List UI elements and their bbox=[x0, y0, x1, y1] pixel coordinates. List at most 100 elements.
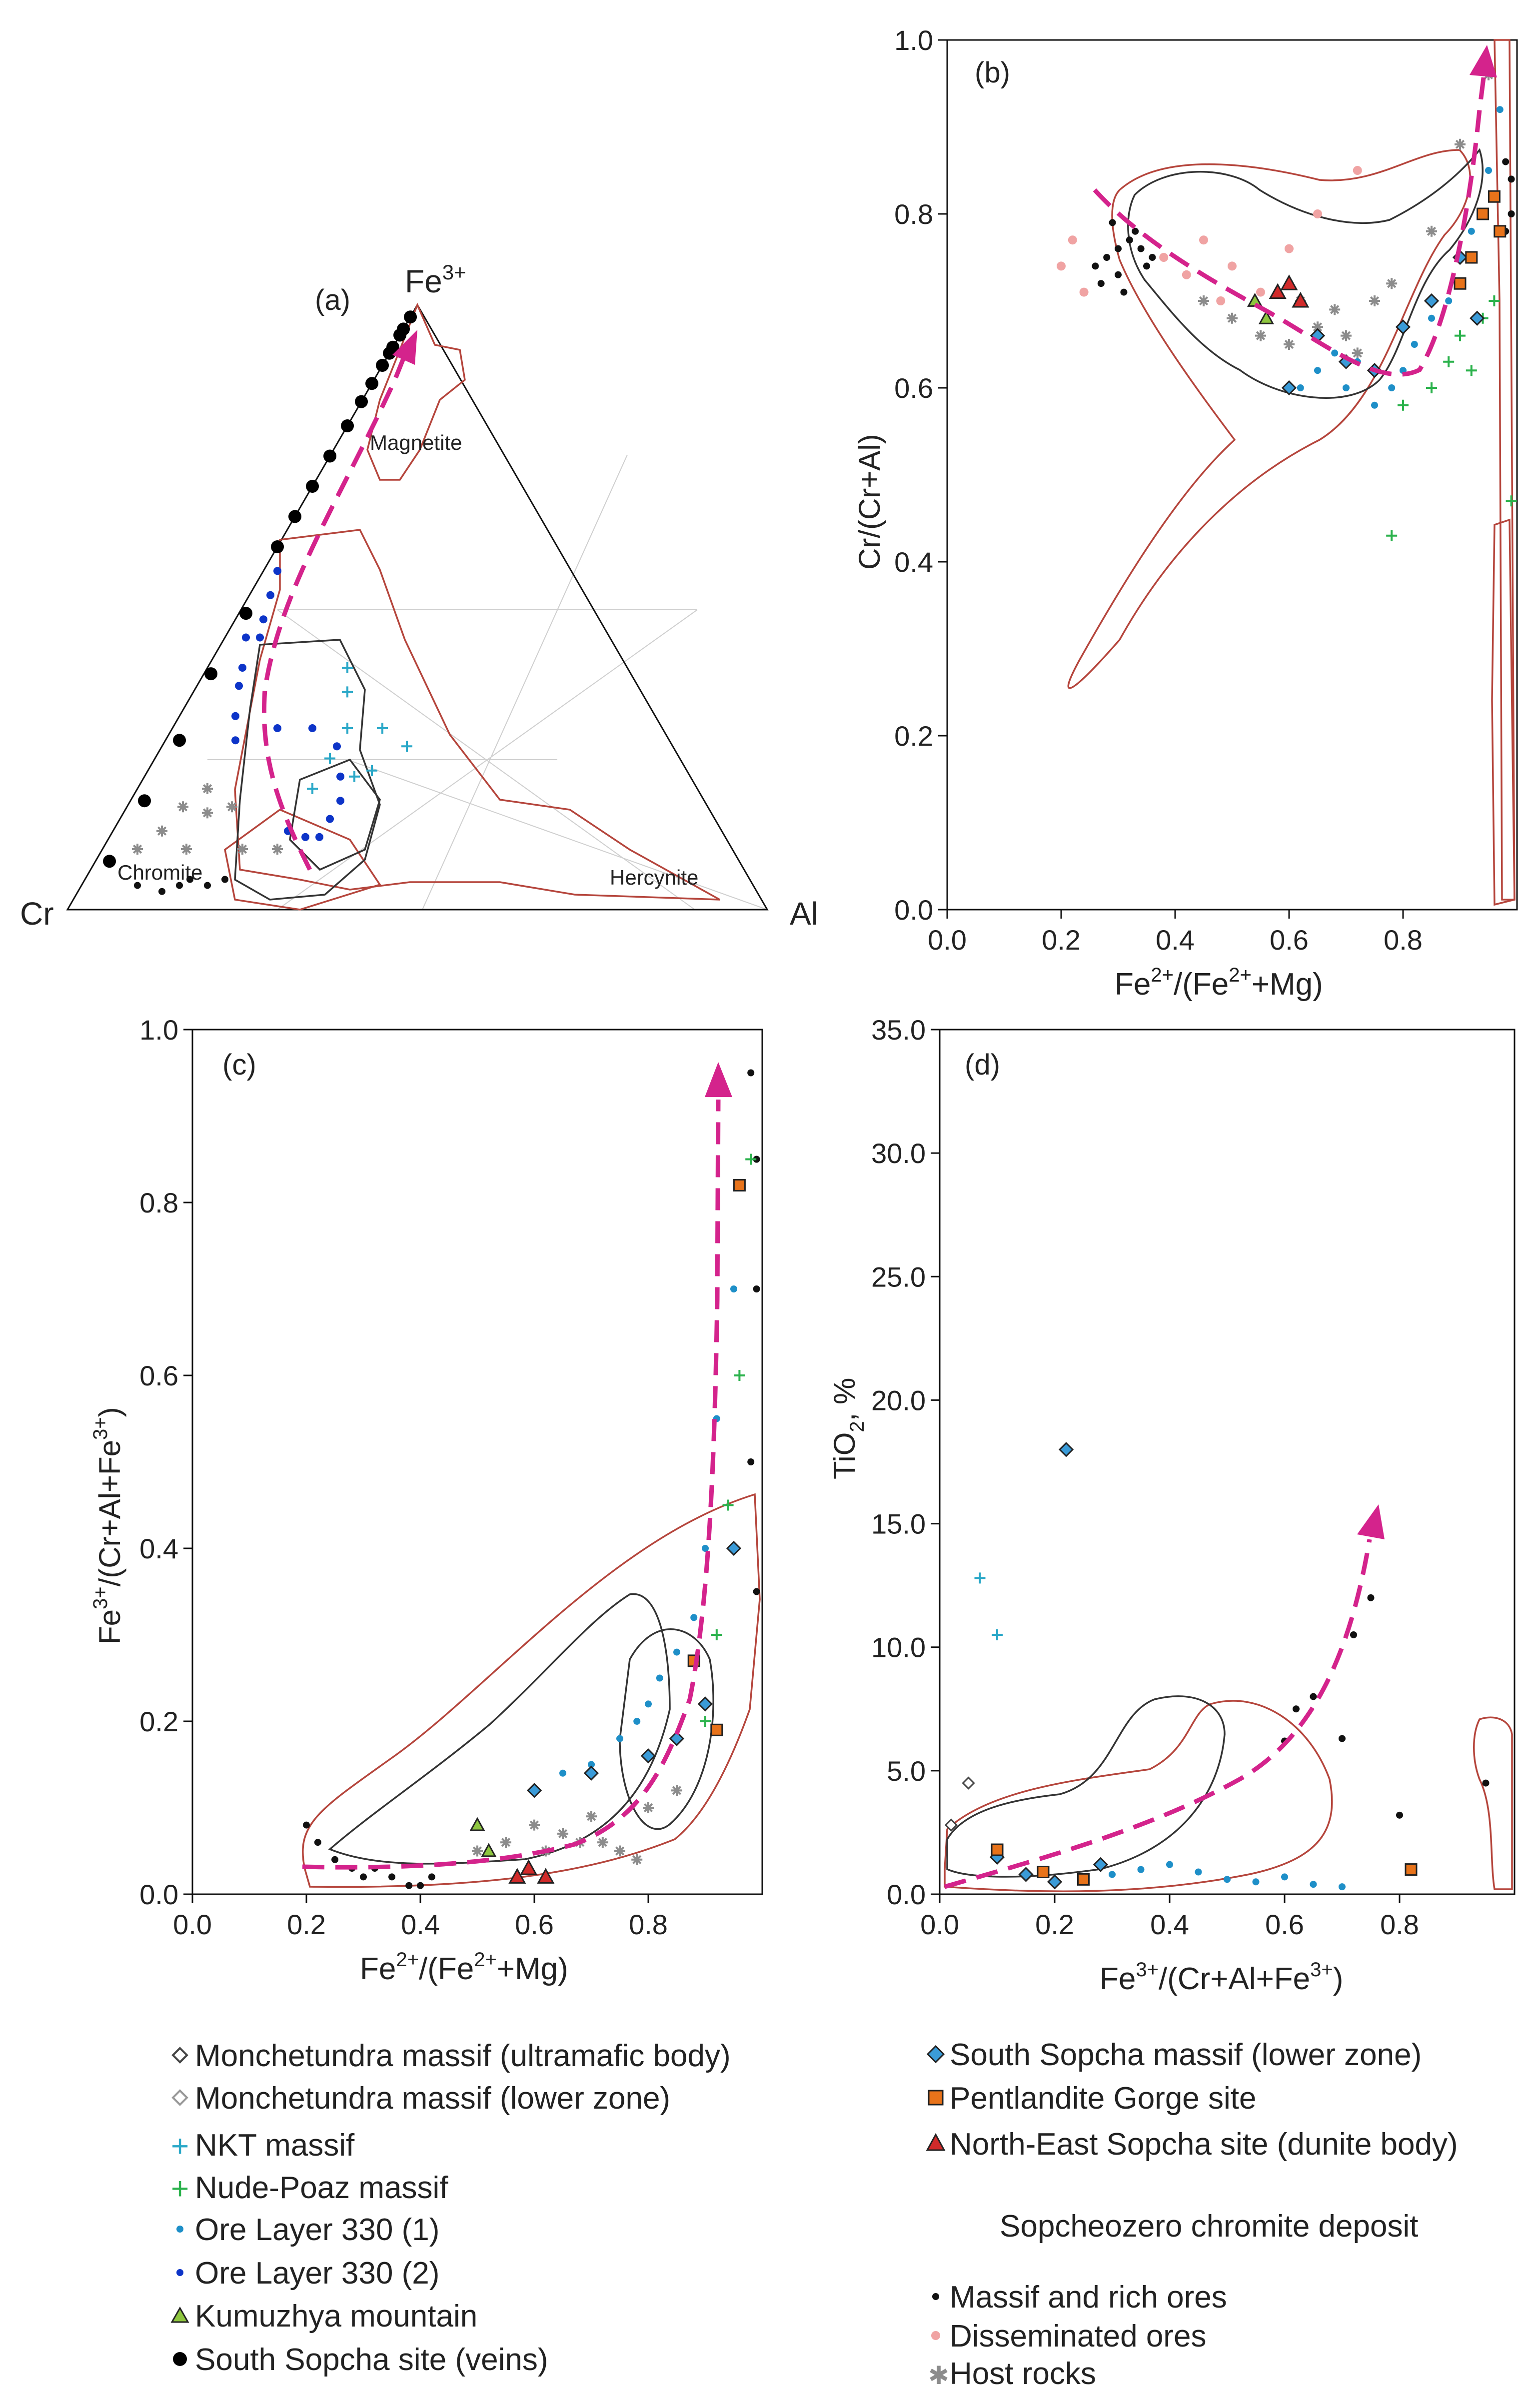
data-point bbox=[1353, 166, 1362, 175]
data-point bbox=[669, 1731, 685, 1746]
data-point bbox=[1310, 1693, 1317, 1700]
data-point bbox=[342, 662, 353, 673]
data-point bbox=[1443, 356, 1455, 367]
data-point bbox=[722, 1499, 734, 1511]
data-point bbox=[1455, 138, 1466, 150]
data-point bbox=[1485, 167, 1492, 174]
panel-d-field-black bbox=[946, 1695, 1226, 1878]
panel-c-frame bbox=[191, 1029, 763, 1895]
data-point bbox=[342, 686, 353, 698]
data-point bbox=[702, 1545, 709, 1552]
data-point bbox=[1482, 1779, 1490, 1787]
legend-marker-kumuzhya bbox=[170, 2306, 189, 2323]
ternary-field-red-magnetite bbox=[366, 302, 466, 481]
data-point bbox=[583, 1765, 599, 1781]
data-point bbox=[1228, 261, 1237, 271]
data-point bbox=[365, 377, 378, 390]
legend-label: Monchetundra massif (lower zone) bbox=[195, 2081, 670, 2116]
data-point bbox=[1120, 288, 1128, 296]
data-point bbox=[1077, 1873, 1090, 1886]
x-tick-label: 0.2 bbox=[1042, 924, 1081, 956]
y-tick-label: 0.8 bbox=[894, 198, 933, 230]
data-point bbox=[1058, 1442, 1074, 1457]
data-point bbox=[303, 1821, 310, 1829]
panel-d-ticks: 0.0 0.2 0.4 0.6 0.8 0.0 5.0 10.0 15.0 20.0 25.0 30.… bbox=[871, 1014, 1419, 1940]
panel-d-ylabel: TiO2, % bbox=[828, 1378, 868, 1479]
data-point bbox=[747, 1458, 755, 1465]
data-point bbox=[614, 1845, 625, 1857]
data-point bbox=[1339, 1883, 1346, 1891]
data-point bbox=[204, 667, 217, 681]
apex-al-label: Al bbox=[790, 896, 818, 932]
data-point bbox=[1126, 236, 1133, 244]
x-tick-label: 0.0 bbox=[173, 1909, 212, 1940]
legend-deposit-heading: Sopcheozero chromite deposit bbox=[1000, 2209, 1418, 2244]
data-point bbox=[103, 855, 116, 868]
legend-label: Nude-Poaz massif bbox=[195, 2171, 448, 2205]
panel-d-points bbox=[944, 1442, 1490, 1891]
x-tick-label: 0.6 bbox=[1265, 1909, 1304, 1940]
data-point bbox=[173, 734, 186, 747]
trend-arrow-c bbox=[302, 1099, 721, 1870]
x-tick-label: 0.4 bbox=[401, 1909, 440, 1940]
data-point bbox=[333, 742, 341, 751]
data-point bbox=[559, 1769, 566, 1777]
data-point bbox=[1182, 270, 1191, 279]
data-point bbox=[237, 844, 248, 855]
data-point bbox=[256, 633, 264, 642]
panel-d-frame bbox=[939, 1029, 1516, 1895]
data-point bbox=[273, 724, 281, 732]
data-point bbox=[588, 1761, 595, 1768]
trend-arrowhead-c bbox=[705, 1062, 732, 1097]
data-point bbox=[242, 633, 250, 642]
data-point bbox=[1115, 245, 1122, 252]
data-point bbox=[526, 1783, 542, 1798]
data-point bbox=[1097, 280, 1105, 287]
data-point bbox=[1047, 1874, 1063, 1890]
y-tick-label: 0.6 bbox=[139, 1360, 178, 1391]
panel-c-xlabel: Fe2+/(Fe2++Mg) bbox=[360, 1949, 568, 1986]
data-point bbox=[1093, 1857, 1109, 1872]
data-point bbox=[1506, 495, 1517, 507]
data-point bbox=[1466, 365, 1477, 376]
data-point bbox=[1411, 341, 1418, 348]
data-point bbox=[1285, 244, 1294, 253]
data-point bbox=[377, 723, 388, 734]
data-point bbox=[690, 1614, 698, 1621]
data-point bbox=[520, 1859, 538, 1875]
data-point bbox=[700, 1716, 711, 1727]
legend-marker-south-sopcha-veins bbox=[173, 2352, 187, 2366]
y-tick-label: 15.0 bbox=[871, 1508, 926, 1540]
data-point bbox=[633, 1718, 641, 1725]
data-point bbox=[1280, 274, 1298, 290]
y-tick-label: 0.0 bbox=[139, 1879, 178, 1910]
data-point bbox=[1488, 190, 1501, 203]
legend-marker-massif-rich bbox=[932, 2293, 939, 2300]
panel-b-field-red-3 bbox=[1494, 39, 1516, 901]
x-tick-label: 0.6 bbox=[515, 1909, 554, 1940]
data-point bbox=[314, 1839, 321, 1846]
data-point bbox=[393, 328, 406, 342]
data-point bbox=[401, 741, 412, 752]
field-label-hercynite: Hercynite bbox=[610, 866, 698, 889]
field-label-magnetite: Magnetite bbox=[370, 431, 462, 454]
data-point bbox=[366, 765, 377, 776]
data-point bbox=[1079, 287, 1089, 297]
data-point bbox=[1224, 1876, 1231, 1883]
data-point bbox=[1329, 304, 1341, 315]
legend-label: Monchetundra massif (ultramafic body) bbox=[195, 2039, 731, 2073]
data-point bbox=[1297, 384, 1304, 391]
trend-arrow-d bbox=[944, 1539, 1372, 1889]
y-tick-label: 0.0 bbox=[887, 1879, 926, 1910]
legend-marker-disseminated bbox=[931, 2331, 940, 2340]
data-point bbox=[1341, 330, 1352, 341]
data-point bbox=[656, 1674, 663, 1682]
data-point bbox=[1037, 1866, 1050, 1879]
data-point bbox=[308, 724, 316, 732]
data-point bbox=[747, 1069, 755, 1077]
data-point bbox=[342, 723, 353, 734]
legend-label: Ore Layer 330 (1) bbox=[195, 2213, 439, 2247]
y-tick-label: 1.0 bbox=[139, 1014, 178, 1046]
data-point bbox=[962, 1776, 975, 1790]
